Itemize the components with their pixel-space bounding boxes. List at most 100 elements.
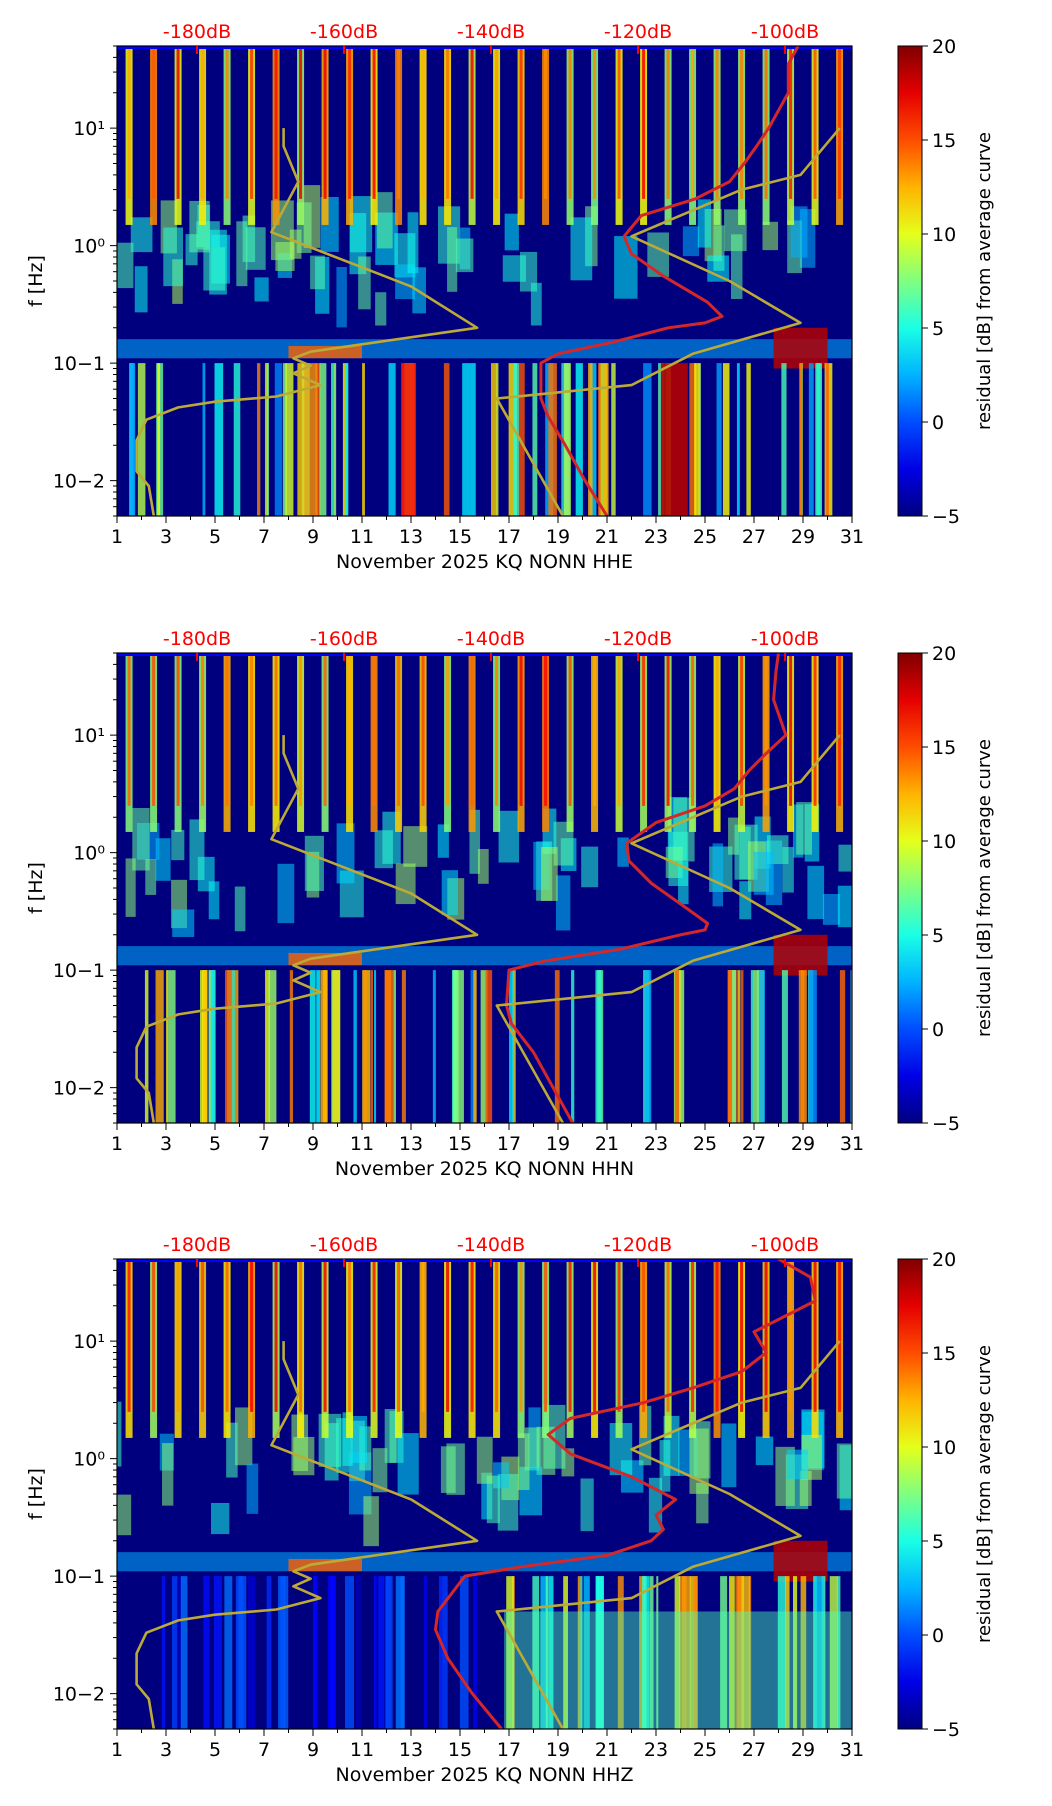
heatmap-cell [712,843,724,907]
lowfreq-stripe [545,1576,549,1729]
x-tick-label: 15 [448,526,472,548]
daily-stripe [225,653,229,806]
daily-stripe [421,653,425,806]
x-tick-label: 11 [350,526,374,548]
x-tick-label: 5 [209,1739,221,1761]
lowfreq-stripe [473,1576,478,1729]
daily-stripe [691,1259,695,1412]
top-row [117,1259,852,1262]
daily-stripe [348,46,352,199]
heatmap-cell [246,1463,259,1514]
heatmap-cell [134,266,148,313]
top-row [117,653,852,656]
daily-stripe [372,653,376,806]
heatmap-cell [375,292,387,326]
lowfreq-stripe [353,970,357,1123]
lowfreq-stripe [742,1576,751,1729]
daily-stripe [176,46,180,199]
heatmap-cell [130,217,153,253]
heatmap-cell [477,848,489,884]
lowfreq-stripe [285,363,294,516]
panel-hhz: -180dB -160dB -140dB -120dB -100dB 1 3 5 7 9 11 13 1… [25,1234,995,1786]
lowfreq-stripe [580,1576,583,1729]
x-tick-label: 17 [497,1133,521,1155]
lowfreq-stripe [203,970,208,1123]
spectrogram-area [117,653,852,1123]
microseism-peak [773,327,828,369]
heatmap-cell [614,236,638,299]
lowfreq-stripe [793,1576,798,1729]
daily-stripe [691,46,695,199]
lowfreq-stripe [459,1576,469,1729]
heatmap-cell [235,1407,253,1466]
colorbar-gradient [897,45,923,517]
lowfreq-stripe [373,1576,377,1729]
lowfreq-stripe [257,363,261,516]
red-noise-curve [434,1259,817,1729]
daily-stripe [274,1259,278,1412]
lowfreq-stripe [563,1576,568,1729]
daily-stripe [495,1259,499,1412]
lowfreq-stripe [385,1576,393,1729]
heatmap-cell [336,266,347,328]
x-tick-label: 9 [307,1739,319,1761]
colorbar: −5 0 5 10 15 20 residual [dB] from average cur… [897,36,995,528]
lowfreq-stripe [617,1576,624,1729]
lowfreq-stripe [370,970,374,1123]
lowfreq-stripe [157,363,161,516]
daily-stripe [740,653,744,806]
db-label: -120dB [604,21,672,43]
lowfreq-stripe [168,970,176,1123]
lowfreq-stripe [642,1576,647,1729]
x-tick-label: 29 [791,526,815,548]
lowfreq-stripe [577,1576,582,1729]
heatmap-cell [530,282,542,326]
heatmap-cell [517,1433,530,1491]
heatmap-cell [481,1472,493,1520]
colorbar-label: residual [dB] from average curve [974,132,995,430]
daily-stripe [813,653,817,806]
daily-stripe [152,653,156,806]
heatmap-cell [125,858,136,917]
daily-stripe [397,46,401,199]
y-tick-label: 10¹ [73,118,105,140]
db-label: -160dB [310,628,378,650]
lowfreq-stripe [540,1576,548,1729]
daily-stripe [519,46,523,199]
daily-stripe [519,653,523,806]
daily-stripe [838,653,842,806]
lowfreq-stripe [583,1576,590,1729]
lowfreq-stripe [203,1576,210,1729]
db-label: -140dB [457,1234,525,1256]
colorbar-tick-label: 10 [932,1437,956,1459]
lowfreq-stripe [283,1576,289,1729]
x-tick-label: 5 [209,526,221,548]
daily-stripe [740,1259,744,1412]
daily-stripe [348,653,352,806]
lowfreq-stripe [644,970,652,1123]
red-noise-curve [505,653,788,1123]
lowfreq-stripe [781,363,787,516]
heatmap-cell [277,863,295,924]
daily-stripe [617,46,621,199]
heatmap-cell [372,1448,388,1493]
lowfreq-stripe [532,1576,540,1729]
lowfreq-stripe [401,363,416,516]
daily-stripe [176,653,180,806]
heatmap-cell [762,221,779,251]
daily-stripe [568,46,572,199]
lowfreq-stripe [289,970,294,1123]
lowfreq-stripe [750,970,755,1123]
y-tick-label: 10¹ [73,1331,105,1353]
x-tick-label: 25 [693,526,717,548]
lowfreq-stripe [689,363,697,516]
y-tick-label: 10−2 [53,471,105,493]
colorbar-tick-label: −5 [932,1719,960,1741]
heatmap-cell [349,196,373,253]
colorbar-tick-label: 20 [932,643,956,665]
colorbar-gradient [897,652,923,1124]
lowfreq-stripe [432,970,436,1123]
db-labels: -180dB -160dB -140dB -120dB -100dB [163,1234,819,1267]
